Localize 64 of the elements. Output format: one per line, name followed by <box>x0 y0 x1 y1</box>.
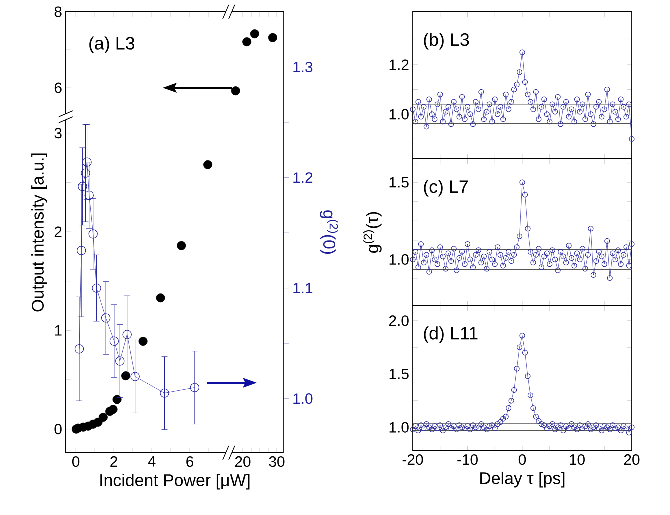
point <box>160 388 170 398</box>
y2-axis-title: g$^{(2)}$(0) <box>320 210 338 254</box>
x-tick-label: 20 <box>235 456 251 468</box>
point <box>78 182 88 192</box>
point <box>108 405 118 414</box>
y2-tick-label: 1.2 <box>294 172 313 184</box>
point <box>92 284 102 293</box>
x-axis-title: Incident Power [μW] <box>100 474 250 490</box>
point <box>204 160 213 170</box>
point <box>101 314 111 323</box>
text: (a) L3 <box>90 36 135 54</box>
y-tick-label: 1.5 <box>390 177 409 188</box>
point <box>81 168 90 178</box>
point <box>122 372 131 381</box>
text: (c) L7 <box>424 180 468 197</box>
x-tick-label: -20 <box>402 454 424 466</box>
x-tick-label: 2 <box>110 456 118 467</box>
point <box>242 38 252 47</box>
y2-tick-label: 1.0 <box>294 394 313 404</box>
point <box>156 294 166 303</box>
y-tick-label: 1.0 <box>390 254 409 266</box>
y-axis-title: g$^{(2)}$(τ) <box>364 212 382 253</box>
text: (d) L11 <box>424 326 478 344</box>
y-tick-label: 0 <box>54 424 62 435</box>
point <box>130 372 140 382</box>
point <box>94 418 103 427</box>
y-tick-label: 1 <box>55 326 62 336</box>
y2-tick-label: 1.3 <box>294 62 313 73</box>
x-tick-label: 6 <box>186 456 194 468</box>
y-tick-label: 1.0 <box>390 109 409 120</box>
x-tick-label: 4 <box>148 456 156 467</box>
x-tick-label: 20 <box>624 454 640 466</box>
point <box>250 30 260 39</box>
x-tick-label: 0 <box>72 456 80 468</box>
point <box>116 356 125 366</box>
x-tick-label: -10 <box>458 454 478 466</box>
y-tick-label: 8 <box>54 6 62 18</box>
y-tick-label: 2 <box>54 226 62 238</box>
y-tick-label: 1.5 <box>390 369 409 380</box>
y-tick-label: 1.2 <box>390 60 409 70</box>
point <box>88 230 98 239</box>
point <box>84 190 94 200</box>
text: (b) L3 <box>424 33 470 50</box>
y-axis-title: Output intensity [a.u.] <box>32 154 48 312</box>
point <box>122 330 132 340</box>
x-tick-label: 10 <box>570 454 585 466</box>
y-tick-label: 3 <box>54 128 62 139</box>
y-tick-label: 2.0 <box>389 316 409 326</box>
y-tick-label: 1.0 <box>390 422 409 433</box>
x-tick-label: 30 <box>269 456 285 468</box>
point <box>231 86 240 96</box>
x-axis-title: Delay τ [ps] <box>480 472 565 488</box>
point <box>112 395 122 404</box>
point <box>76 246 86 256</box>
point <box>268 33 278 42</box>
y-tick-label: 6 <box>54 82 62 94</box>
y2-tick-label: 1.1 <box>294 283 313 294</box>
x-tick-label: 0 <box>518 454 526 466</box>
point <box>98 412 108 422</box>
point <box>74 344 84 354</box>
point <box>177 241 186 250</box>
point <box>110 336 120 346</box>
point <box>138 337 148 346</box>
point <box>190 383 200 392</box>
